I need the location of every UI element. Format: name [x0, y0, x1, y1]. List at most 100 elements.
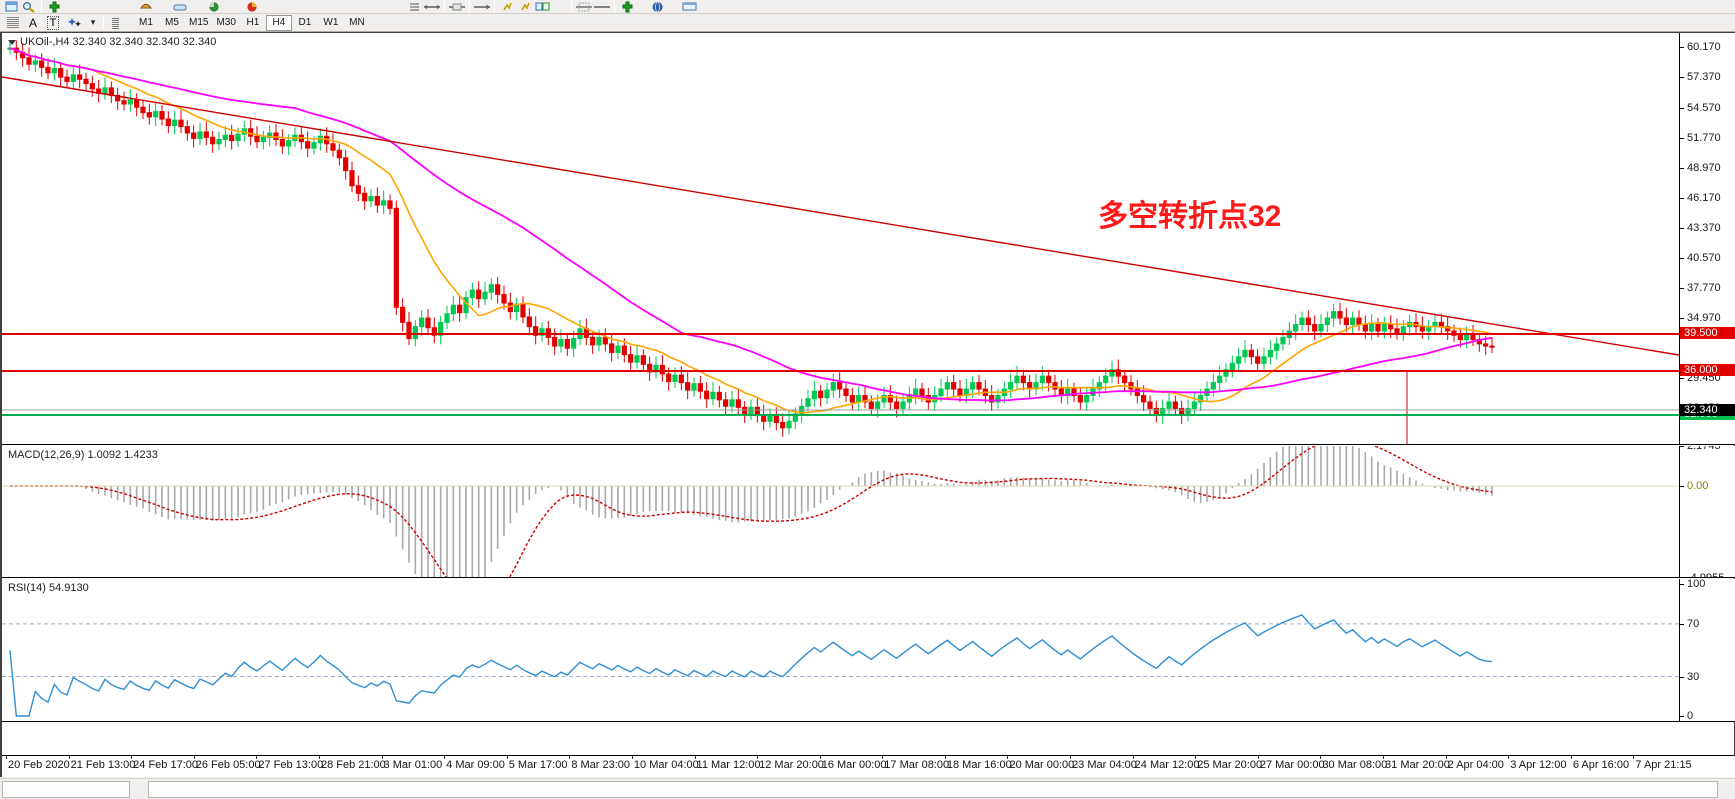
- time-mark: [631, 756, 633, 759]
- time-tick: 10 Mar 04:00: [633, 759, 699, 771]
- template-icon[interactable]: [534, 0, 552, 13]
- add-green-plus-icon[interactable]: [45, 0, 63, 13]
- zoom-out-icon[interactable]: [243, 0, 261, 13]
- price-pane[interactable]: UKOil-,H4 32.340 32.340 32.340 32.340 多空…: [2, 33, 1735, 445]
- time-mark: [757, 756, 759, 759]
- timeframe-m15[interactable]: M15: [189, 17, 209, 28]
- shift-chart-icon[interactable]: [448, 0, 466, 13]
- status-bar: [0, 778, 1735, 799]
- auto-scroll-icon[interactable]: [473, 0, 491, 13]
- price-tick: 40.570: [1680, 252, 1735, 264]
- macd-pane[interactable]: MACD(12,26,9) 1.0092 1.4233 2.1745 0.00 -4…: [2, 446, 1735, 578]
- text-label-tool[interactable]: A: [28, 15, 37, 30]
- time-tick: 7 Apr 21:15: [1635, 759, 1692, 771]
- time-tick: 3 Apr 12:00: [1510, 759, 1567, 771]
- annotation-text: 多空转折点32: [1098, 200, 1282, 233]
- time-mark: [1132, 756, 1134, 759]
- rsi-pane[interactable]: RSI(14) 54.9130 100 70 30 0: [2, 579, 1735, 722]
- level-badge-39.500[interactable]: 39.500: [1680, 327, 1735, 339]
- macd-tick: 2.1745: [1680, 446, 1735, 452]
- time-mark: [1007, 756, 1009, 759]
- drawing-toolbar: A T ▾ M1 M5 M15 M30 H1 H4 D1 W1 MN: [0, 14, 1735, 32]
- toolbar-separator: [444, 0, 445, 13]
- price-pane-header-text: UKOil-,H4 32.340 32.340 32.340 32.340: [20, 36, 217, 48]
- time-axis[interactable]: 20 Feb 2020 21 Feb 13:00 24 Feb 17:00 26 Fe…: [2, 755, 1735, 777]
- time-tick: 18 Mar 16:00: [946, 759, 1012, 771]
- period-icon[interactable]: [516, 0, 534, 13]
- level-badge-36.000[interactable]: 36.000: [1680, 364, 1735, 376]
- time-tick: 20 Mar 00:00: [1009, 759, 1075, 771]
- shapes-tool[interactable]: [64, 16, 86, 29]
- text-object-tool[interactable]: T: [42, 15, 64, 30]
- bar-chart-icon[interactable]: [137, 0, 155, 13]
- time-tick: 31 Mar 20:00: [1385, 759, 1450, 771]
- grid-toggle-icon[interactable]: [575, 0, 593, 13]
- timeframe-d1[interactable]: D1: [298, 17, 312, 28]
- time-mark: [318, 756, 320, 759]
- price-tick: 51.770: [1680, 132, 1735, 144]
- window-icon[interactable]: [680, 0, 698, 13]
- rsi-scale[interactable]: 100 70 30 0: [1679, 579, 1735, 721]
- candlestick-chart-icon[interactable]: [171, 0, 189, 13]
- macd-scale[interactable]: 2.1745 0.00 -4.9955: [1679, 446, 1735, 577]
- toolbar-group-drawing: A T ▾: [0, 14, 125, 31]
- time-mark: [1070, 756, 1072, 759]
- toolbar-separator: [41, 0, 42, 13]
- price-tick: 60.170: [1680, 41, 1735, 53]
- level-line-36.000[interactable]: [2, 370, 1679, 372]
- new-chart-icon[interactable]: [2, 0, 20, 13]
- chart-window[interactable]: UKOil-,H4 32.340 32.340 32.340 32.340 多空…: [0, 32, 1735, 777]
- time-mark: [68, 756, 70, 759]
- indicator-icon[interactable]: [498, 0, 516, 13]
- time-tick: 20 Feb 2020: [8, 759, 70, 771]
- level-line-39.500[interactable]: [2, 333, 1679, 335]
- price-scale[interactable]: 60.170 57.370 54.570 51.770 48.970 46.170 43.3…: [1679, 33, 1735, 444]
- time-tick: 27 Mar 00:00: [1259, 759, 1325, 771]
- macd-tick: 0.00: [1680, 480, 1735, 492]
- toolbar-group-charttype: [135, 0, 263, 13]
- timeframe-mn[interactable]: MN: [349, 17, 365, 28]
- list-icon[interactable]: [405, 0, 423, 13]
- time-mark: [569, 756, 571, 759]
- time-tick: 26 Feb 05:00: [195, 759, 261, 771]
- globe-icon[interactable]: [648, 0, 666, 13]
- toolbar-group-file: [0, 0, 65, 13]
- scale-tool-icon[interactable]: [107, 16, 123, 29]
- timeframe-m5[interactable]: M5: [165, 17, 179, 28]
- price-tick: 37.770: [1680, 282, 1735, 294]
- timeframe-m1[interactable]: M1: [139, 17, 153, 28]
- crosshair-tool[interactable]: [2, 16, 24, 29]
- main-toolbar: [0, 0, 1735, 14]
- zoom-in-horizontal-icon[interactable]: [423, 0, 441, 13]
- time-tick: 28 Feb 21:00: [320, 759, 386, 771]
- price-tick: 46.170: [1680, 192, 1735, 204]
- toolbar-separator: [494, 0, 495, 13]
- time-tick: 5 Mar 17:00: [508, 759, 568, 771]
- price-tick: 34.970: [1680, 312, 1735, 324]
- timeframe-w1[interactable]: W1: [323, 17, 339, 28]
- time-mark: [1383, 756, 1385, 759]
- toolbar-group-zoom: [403, 0, 554, 13]
- rsi-tick: 0: [1680, 710, 1735, 721]
- rsi-pane-header: RSI(14) 54.9130: [8, 582, 89, 594]
- shapes-dropdown-icon[interactable]: ▾: [90, 17, 96, 27]
- line-chart-icon[interactable]: [205, 0, 223, 13]
- ohlc-icon[interactable]: [593, 0, 611, 13]
- rsi-tick: 100: [1680, 579, 1735, 590]
- timeframe-buttons: M1 M5 M15 M30 H1 H4 D1 W1 MN: [131, 14, 372, 31]
- timeframe-h4[interactable]: H4: [265, 14, 292, 31]
- price-tick: 54.570: [1680, 102, 1735, 114]
- magnifier-icon[interactable]: [20, 0, 38, 13]
- time-tick: 16 Mar 00:00: [821, 759, 887, 771]
- time-mark: [193, 756, 195, 759]
- price-chart-canvas: [2, 40, 1679, 444]
- toolbar-separator: [614, 0, 615, 13]
- add-object-icon[interactable]: [618, 0, 636, 13]
- chart-dropdown-icon[interactable]: [8, 39, 16, 45]
- timeframe-m30[interactable]: M30: [216, 17, 236, 28]
- level-line-32.000[interactable]: [2, 414, 1679, 416]
- time-tick: 25 Mar 20:00: [1197, 759, 1263, 771]
- timeframe-h1[interactable]: H1: [246, 17, 260, 28]
- price-pane-header: UKOil-,H4 32.340 32.340 32.340 32.340: [8, 36, 216, 48]
- price-tick: 48.970: [1680, 162, 1735, 174]
